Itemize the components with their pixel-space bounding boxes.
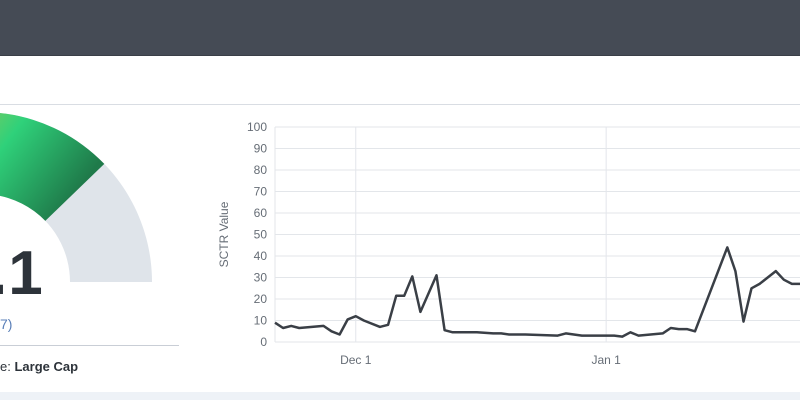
data-point — [387, 324, 389, 326]
sctr-gauge-panel: .1 7) e: Large Cap — [0, 104, 200, 374]
data-point — [476, 331, 478, 333]
y-tick-label: 50 — [254, 228, 268, 242]
sctr-score-value: .1 — [0, 239, 44, 308]
sctr-history-chart-panel: 0 10 20 30 40 50 60 70 80 90 100 Dec 1 Jan 1 SCTR V… — [205, 104, 800, 376]
data-point — [347, 318, 349, 320]
x-tick-label: Dec 1 — [340, 353, 372, 367]
y-tick-label: 90 — [254, 142, 268, 156]
data-point — [468, 331, 470, 333]
y-tick-label: 30 — [254, 271, 268, 285]
data-point — [290, 325, 292, 327]
data-point — [565, 332, 567, 334]
data-point — [734, 270, 736, 272]
data-point — [331, 330, 333, 332]
data-point — [791, 283, 793, 285]
data-point — [686, 328, 688, 330]
data-point — [395, 295, 397, 297]
data-point — [379, 326, 381, 328]
data-point — [436, 274, 438, 276]
chart-gridlines — [274, 126, 800, 343]
data-point — [516, 333, 518, 335]
data-point — [298, 327, 300, 329]
data-point — [775, 270, 777, 272]
data-point — [678, 328, 680, 330]
data-point — [339, 333, 341, 335]
universe-label: e: — [0, 359, 15, 374]
data-point — [621, 336, 623, 338]
data-point — [403, 295, 405, 297]
data-point — [751, 287, 753, 289]
sctr-gauge — [0, 112, 152, 282]
data-point — [759, 283, 761, 285]
y-tick-label: 60 — [254, 206, 268, 220]
data-point — [492, 332, 494, 334]
y-tick-label: 10 — [254, 314, 268, 328]
bottom-panel-edge — [0, 392, 800, 400]
data-point — [322, 325, 324, 327]
gauge-divider — [0, 345, 179, 346]
data-point — [274, 322, 276, 324]
y-tick-label: 0 — [260, 335, 267, 349]
data-point — [783, 279, 785, 281]
data-point — [500, 332, 502, 334]
data-point — [419, 311, 421, 313]
data-point — [355, 315, 357, 317]
data-point — [573, 333, 575, 335]
data-point — [363, 320, 365, 322]
data-point — [557, 335, 559, 337]
data-point — [460, 331, 462, 333]
y-axis-label: SCTR Value — [217, 201, 231, 267]
data-point — [524, 333, 526, 335]
universe-line: e: Large Cap — [0, 359, 78, 374]
y-axis-ticks: 0 10 20 30 40 50 60 70 80 90 100 — [247, 120, 267, 349]
section-header-bar — [0, 56, 800, 105]
data-point — [581, 335, 583, 337]
x-tick-label: Jan 1 — [591, 353, 621, 367]
x-axis-ticks: Dec 1 Jan 1 — [340, 353, 621, 367]
y-tick-label: 70 — [254, 185, 268, 199]
data-point — [282, 327, 284, 329]
y-tick-label: 40 — [254, 249, 268, 263]
data-point — [411, 275, 413, 277]
data-point — [613, 335, 615, 337]
top-navigation-bar — [0, 0, 800, 56]
universe-value: Large Cap — [14, 359, 79, 374]
gauge-fill — [0, 112, 105, 221]
y-tick-label: 80 — [254, 163, 268, 177]
data-point — [742, 321, 744, 323]
y-tick-label: 20 — [254, 292, 268, 306]
data-point — [508, 333, 510, 335]
y-tick-label: 100 — [247, 120, 267, 134]
data-point — [444, 329, 446, 331]
data-point — [694, 330, 696, 332]
sctr-score-change: 7) — [0, 316, 13, 332]
data-point — [726, 246, 728, 248]
data-point — [637, 335, 639, 337]
sctr-series-line — [274, 246, 800, 338]
data-point — [662, 332, 664, 334]
data-point — [629, 331, 631, 333]
sctr-history-chart: 0 10 20 30 40 50 60 70 80 90 100 Dec 1 Jan 1 SCTR V… — [217, 120, 800, 367]
data-point — [452, 331, 454, 333]
data-point — [670, 327, 672, 329]
